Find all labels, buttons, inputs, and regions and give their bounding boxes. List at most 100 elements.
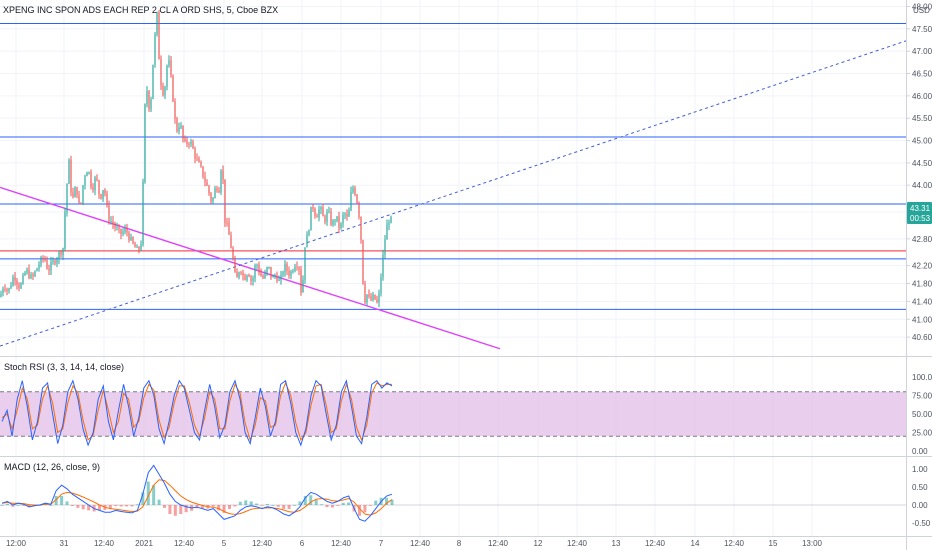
candle-body bbox=[14, 277, 16, 281]
candle-body bbox=[234, 258, 236, 273]
candle-body bbox=[260, 273, 262, 277]
candle-body bbox=[364, 283, 366, 303]
candle-body bbox=[30, 274, 32, 278]
macd-histogram-bar bbox=[125, 505, 129, 507]
macd-histogram-bar bbox=[98, 505, 101, 511]
candle-body bbox=[322, 207, 324, 217]
time-tick-label: 12:40 bbox=[94, 539, 115, 548]
macd-histogram-bar bbox=[195, 505, 199, 509]
candle-body bbox=[186, 140, 188, 145]
macd-tick-label: 0.50 bbox=[912, 483, 928, 492]
time-tick-label: 12 bbox=[534, 539, 543, 548]
candle-body bbox=[118, 227, 120, 229]
candle-body bbox=[334, 220, 336, 222]
candle-body bbox=[270, 266, 272, 278]
candle-body bbox=[274, 275, 276, 277]
macd-histogram-bar bbox=[255, 503, 259, 505]
time-tick-label: 12:40 bbox=[331, 539, 352, 548]
macd-label[interactable]: MACD (12, 26, close, 9) bbox=[4, 462, 100, 472]
trend-line[interactable] bbox=[0, 186, 501, 350]
candle-body bbox=[48, 268, 50, 271]
stoch-rsi-band-fill bbox=[0, 391, 906, 437]
macd-histogram-bar bbox=[303, 496, 307, 505]
candle-body bbox=[232, 248, 234, 259]
candle-body bbox=[316, 216, 318, 218]
candle-body bbox=[164, 87, 166, 96]
time-tick-label: 8 bbox=[457, 539, 462, 548]
candle-body bbox=[108, 205, 110, 222]
candle-body bbox=[172, 75, 174, 102]
stoch-rsi-tick-label: 0.00 bbox=[912, 447, 928, 456]
candle-body bbox=[146, 90, 148, 105]
drawn-lines[interactable] bbox=[0, 22, 907, 350]
candle-body bbox=[120, 228, 122, 235]
macd-histogram-bar bbox=[65, 501, 69, 505]
candle-body bbox=[220, 170, 222, 193]
candle-body bbox=[66, 183, 68, 213]
candle-body bbox=[236, 272, 238, 278]
candle-body bbox=[390, 217, 392, 224]
macd-histogram-bar bbox=[76, 505, 80, 508]
candle-body bbox=[230, 234, 232, 249]
time-axis[interactable]: 12:00 31 12:40 2021 12:40 5 12:40 6 12:40 7 12:40 8… bbox=[6, 539, 823, 548]
candle-body bbox=[194, 148, 196, 159]
candle-body bbox=[376, 299, 378, 303]
candle-body bbox=[212, 198, 214, 202]
candle-body bbox=[256, 264, 258, 266]
candle-body bbox=[296, 266, 298, 268]
candle-body bbox=[136, 247, 138, 248]
macd-histogram-bar bbox=[228, 505, 231, 509]
candle-body bbox=[20, 283, 22, 289]
time-tick-label: 13:00 bbox=[802, 539, 823, 548]
candle-body bbox=[202, 166, 204, 177]
macd-histogram-bar bbox=[325, 505, 329, 508]
stoch-rsi-label[interactable]: Stoch RSI (3, 3, 14, 14, close) bbox=[4, 362, 124, 372]
candle-body bbox=[346, 213, 348, 217]
candle-body bbox=[350, 191, 352, 211]
price-axis[interactable]: 48.00 47.50 47.00 46.50 46.00 45.50 45.00 44.50… bbox=[906, 2, 932, 528]
candle-body bbox=[290, 271, 292, 276]
candle-body bbox=[42, 257, 44, 259]
price-pane[interactable] bbox=[0, 0, 906, 356]
macd-histogram-bar bbox=[130, 505, 134, 507]
candle-body bbox=[244, 275, 246, 281]
macd-histogram-bar bbox=[152, 485, 156, 505]
price-tick-label: 48.00 bbox=[912, 2, 932, 11]
candle-body bbox=[82, 185, 84, 204]
macd-histogram-bar bbox=[200, 505, 204, 509]
macd-histogram-bar bbox=[341, 502, 345, 505]
time-tick-label: 13 bbox=[612, 539, 621, 548]
macd-pane[interactable] bbox=[0, 457, 906, 537]
candle-body bbox=[64, 212, 66, 249]
candle-body bbox=[306, 234, 308, 248]
candle-body bbox=[18, 284, 20, 289]
time-tick-label: 12:40 bbox=[724, 539, 745, 548]
candle-body bbox=[10, 285, 12, 289]
candle-body bbox=[6, 289, 8, 291]
price-tick-label: 47.00 bbox=[912, 47, 932, 56]
candle-body bbox=[286, 263, 288, 271]
macd-histogram-bar bbox=[293, 505, 296, 506]
macd-histogram-bar bbox=[336, 505, 340, 506]
macd-line bbox=[1, 464, 393, 522]
candle-body bbox=[150, 98, 152, 110]
candle-body bbox=[122, 231, 124, 235]
candle-body bbox=[32, 274, 34, 276]
macd-histogram-bar bbox=[238, 501, 242, 505]
candle-body bbox=[216, 188, 218, 191]
candle-body bbox=[22, 275, 24, 284]
candle-body bbox=[310, 206, 312, 231]
candle-body bbox=[288, 270, 290, 276]
candle-body bbox=[320, 207, 322, 210]
candle-body bbox=[330, 211, 332, 225]
macd-histogram-bar bbox=[287, 505, 291, 509]
candle-body bbox=[342, 214, 344, 224]
candle-body bbox=[88, 171, 90, 173]
candle-body bbox=[366, 294, 368, 303]
candle-body bbox=[264, 273, 266, 278]
candle-body bbox=[78, 195, 80, 203]
macd-histogram-bar bbox=[309, 495, 313, 505]
candle-body bbox=[124, 228, 126, 232]
candle-body bbox=[152, 64, 154, 99]
